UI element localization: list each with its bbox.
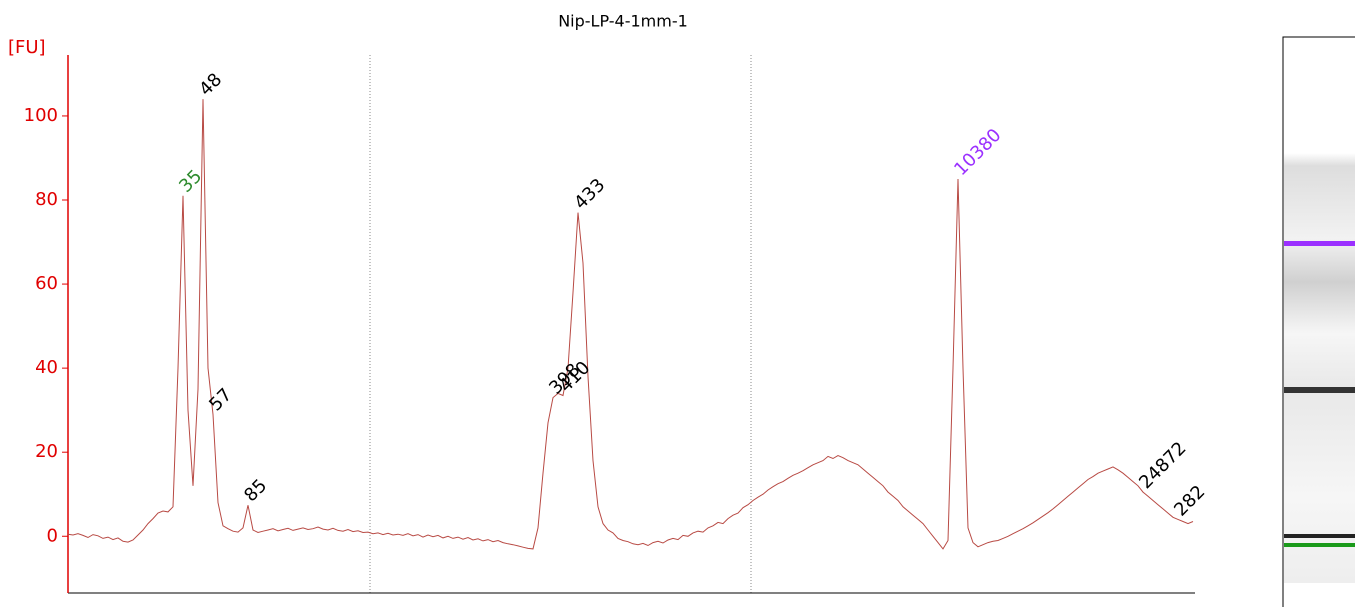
chart-title: Nip-LP-4-1mm-1 [558,12,688,31]
y-tick-label: 60 [35,273,58,294]
peak-label: 48 [195,69,226,100]
y-tick-label: 20 [35,441,58,462]
peak-label: 433 [570,175,609,214]
trace [67,99,1194,550]
y-tick-label: 80 [35,189,58,210]
y-tick-label: 40 [35,357,58,378]
peak-label: 282 [1170,481,1209,520]
peak-label: 10380 [950,125,1005,180]
peak-label: 24872 [1135,438,1190,493]
y-axis-label: [FU] [8,37,46,58]
y-tick-label: 100 [24,105,58,126]
gel-lane [1282,36,1355,611]
y-tick-label: 0 [47,525,58,546]
peak-label: 85 [240,475,271,506]
